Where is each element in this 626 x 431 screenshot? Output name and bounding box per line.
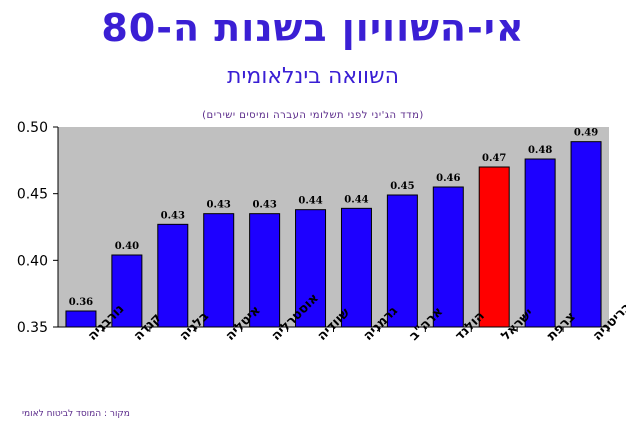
bar	[295, 209, 327, 328]
y-tick-label: 0.45	[17, 187, 48, 203]
bars-group	[65, 141, 610, 332]
data-label: 0.40	[115, 241, 139, 252]
y-tick-label: 0.35	[17, 320, 48, 336]
bar	[478, 166, 510, 328]
data-label: 0.44	[344, 194, 368, 205]
data-label: 0.47	[482, 153, 506, 164]
source-note: מקור : המוסד לביטוח לאומי	[22, 409, 130, 419]
bar	[570, 141, 602, 328]
data-label: 0.43	[252, 200, 276, 211]
y-axis: 0.35 0.40 0.45 0.50	[17, 120, 609, 336]
chart-subtitle: השוואה בינלאומית	[227, 64, 399, 89]
bar	[340, 207, 372, 328]
bar	[111, 254, 143, 328]
bar	[203, 213, 235, 328]
bar	[386, 194, 418, 328]
chart-title: אי-השוויון בשנות ה-80	[101, 6, 525, 50]
data-label: 0.36	[69, 297, 93, 308]
bar	[65, 310, 97, 328]
plot-area	[58, 127, 609, 327]
chart-note: (מדד הג'יני לפני תשלומי העברה ומיסים ישי…	[202, 110, 424, 121]
y-tick-label: 0.50	[17, 120, 48, 136]
bar	[524, 158, 556, 328]
data-label: 0.48	[528, 145, 552, 156]
data-label: 0.49	[574, 128, 598, 139]
data-label: 0.46	[436, 173, 460, 184]
bar	[432, 186, 464, 328]
data-labels: 0.36 0.40 0.43 0.43 0.43 0.44 0.44 0.45 0.46 0.47…	[69, 128, 598, 308]
data-label: 0.43	[207, 200, 231, 211]
data-label: 0.43	[161, 210, 185, 221]
data-label: 0.45	[390, 181, 414, 192]
y-tick-label: 0.40	[17, 253, 48, 269]
data-label: 0.44	[298, 196, 322, 207]
bar	[157, 223, 189, 328]
